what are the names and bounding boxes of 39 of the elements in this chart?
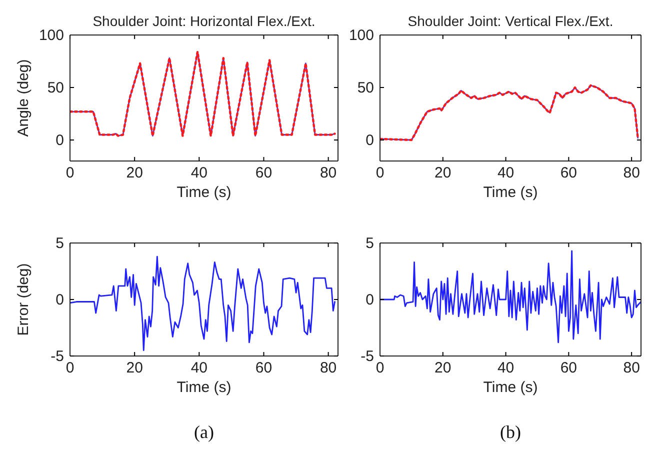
y-tick-label: 50 (357, 79, 374, 96)
text: (a) (194, 422, 214, 442)
x-tick-label: 20 (434, 360, 452, 377)
x-tick-label: 60 (560, 360, 578, 377)
x-axis-title: Time (s) (483, 184, 538, 201)
x-tick-label: 40 (190, 164, 208, 182)
y-tick-label: 5 (366, 234, 374, 252)
x-tick-label: 60 (255, 164, 272, 182)
x-tick-label: 80 (623, 164, 640, 182)
x-tick-label: 20 (126, 164, 143, 182)
text: (b) (500, 422, 521, 442)
y-tick-label: -5 (360, 348, 374, 365)
x-tick-label: 40 (497, 360, 514, 377)
x-tick-label: 80 (623, 360, 640, 377)
x-tick-label: 80 (320, 164, 337, 182)
chart-title: Shoulder Joint: Vertical Flex./Ext. (408, 13, 614, 29)
x-axis-title: Time (s) (176, 379, 232, 396)
x-tick-label: 60 (255, 360, 272, 377)
x-tick-label: 20 (126, 360, 143, 377)
y-tick-label: 100 (38, 26, 64, 44)
x-tick-label: 80 (320, 360, 337, 377)
y-axis-title: Angle (deg) (15, 59, 32, 137)
y-tick-label: 5 (56, 234, 64, 252)
y-tick-label: 50 (47, 79, 64, 96)
x-axis-title: Time (s) (176, 184, 232, 201)
y-tick-label: -5 (50, 348, 64, 365)
chart-title: Shoulder Joint: Horizontal Flex./Ext. (92, 13, 316, 29)
y-tick-label: 0 (56, 291, 64, 308)
y-tick-label: 0 (366, 291, 374, 308)
y-tick-label: 0 (366, 132, 374, 149)
x-tick-label: 40 (497, 164, 514, 182)
y-tick-label: 0 (56, 132, 64, 149)
y-tick-label: 100 (348, 26, 374, 44)
x-tick-label: 60 (560, 164, 578, 182)
x-tick-label: 40 (190, 360, 208, 377)
x-axis-title: Time (s) (483, 379, 538, 396)
line-series (70, 256, 336, 352)
x-tick-label: 20 (434, 164, 452, 182)
y-axis-title: Error (deg) (15, 263, 32, 336)
